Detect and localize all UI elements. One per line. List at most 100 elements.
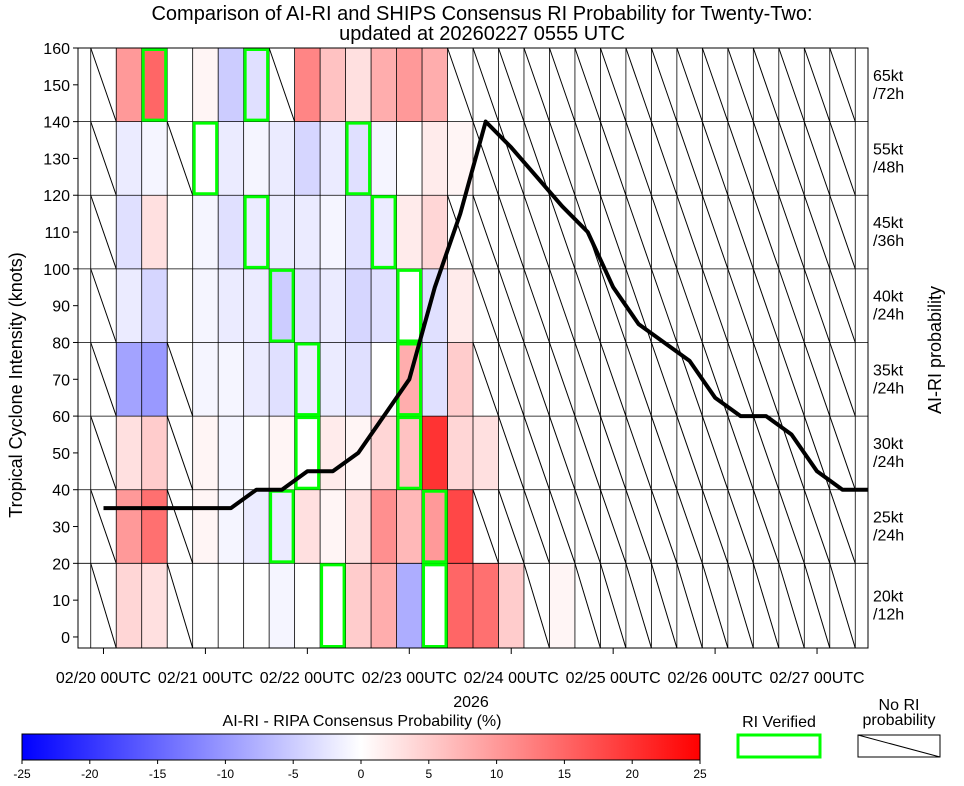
y-tick-label: 160 [43, 41, 70, 58]
y-tick-label: 80 [52, 335, 70, 352]
no-ri-hatch [523, 563, 550, 649]
no-ri-hatch [778, 121, 805, 196]
y-tick-label: 140 [43, 115, 70, 132]
no-ri-hatch [701, 47, 729, 122]
colorbar-tick-label: -20 [81, 767, 99, 781]
no-ri-hatch [650, 342, 678, 417]
no-ri-hatch [90, 121, 117, 196]
no-ri-hatch [778, 342, 805, 417]
no-ri-hatch [166, 121, 194, 196]
no-ri-hatch [90, 47, 117, 122]
prob-cell [116, 342, 142, 417]
no-ri-hatch [498, 489, 525, 564]
no-ri-hatch [498, 342, 525, 417]
prob-cell [447, 342, 473, 417]
prob-cell [320, 342, 346, 417]
legend-verified-label: RI Verified [742, 714, 816, 731]
y-tick-label: 0 [61, 630, 70, 647]
band-label-threshold: 20kt [873, 589, 904, 606]
no-ri-hatch [803, 268, 831, 343]
ri-verified-box [345, 121, 372, 196]
y-tick-label: 90 [52, 299, 70, 316]
no-ri-hatch [548, 342, 576, 417]
y-axis-label: Tropical Cyclone Intensity (knots) [6, 252, 26, 517]
prob-cell [498, 563, 524, 648]
band-label-window: /24h [873, 528, 904, 545]
no-ri-hatch [472, 489, 499, 564]
no-ri-hatch [523, 268, 550, 343]
no-ri-hatch [752, 342, 780, 417]
colorbar-tick-label: 0 [358, 767, 365, 781]
prob-cell [294, 342, 321, 417]
colorbar-tick-label: 5 [425, 767, 432, 781]
no-ri-hatch [523, 415, 550, 490]
no-ri-hatch [599, 415, 627, 490]
prob-cell [320, 416, 346, 490]
no-ri-hatch [548, 121, 576, 196]
no-ri-hatch [523, 47, 550, 122]
no-ri-hatch [599, 121, 627, 196]
no-ri-hatch [803, 489, 831, 564]
prob-cell [141, 268, 168, 343]
prob-cell [422, 268, 448, 343]
legend: RI Verified No RI probability [736, 697, 941, 759]
band-label-threshold: 30kt [873, 436, 904, 453]
ri-verified-box [396, 416, 423, 490]
prob-cell [218, 268, 244, 343]
prob-cell [549, 563, 575, 648]
no-ri-hatch [650, 121, 678, 196]
no-ri-hatch [752, 47, 780, 122]
no-ri-hatch [447, 195, 474, 270]
prob-cell [422, 563, 448, 648]
no-ri-hatch [166, 342, 194, 417]
no-ri-hatch [676, 489, 703, 564]
colorbar-tick-label: -10 [217, 767, 235, 781]
no-ri-hatch [727, 121, 754, 196]
legend-no-ri-hatch [857, 734, 941, 758]
colorbar-tick-label: -15 [149, 767, 167, 781]
no-ri-hatch [90, 342, 117, 417]
prob-cell [141, 48, 168, 122]
colorbar-tick-label: 25 [693, 767, 707, 781]
legend-no-ri-label-line1: No RI [879, 697, 920, 714]
no-ri-hatch [599, 195, 627, 270]
no-ri-hatch [829, 121, 856, 196]
prob-cell [218, 121, 244, 196]
prob-cell [192, 195, 219, 269]
prob-cell [294, 48, 321, 122]
prob-cell [396, 48, 423, 122]
prob-cell [218, 342, 244, 417]
colorbar: -25 -20 -15 -10 -5 0 5 10 15 20 25 [13, 733, 707, 781]
y-tick-label: 110 [44, 225, 70, 242]
no-ri-hatch [650, 415, 678, 490]
prob-cell [269, 121, 295, 196]
prob-cell [294, 563, 321, 648]
no-ri-hatch [676, 195, 703, 270]
no-ri-hatch [625, 563, 652, 649]
prob-cell [167, 268, 193, 343]
x-tick-label: 02/21 00UTC [158, 670, 253, 687]
y-tick-label: 60 [52, 409, 70, 426]
prob-cell [192, 48, 219, 122]
prob-cell [345, 195, 372, 269]
prob-cell [320, 121, 346, 196]
no-ri-hatch [701, 268, 729, 343]
x-tick-label: 02/24 00UTC [464, 670, 559, 687]
prob-cell [447, 563, 473, 648]
prob-cell [422, 416, 448, 490]
prob-cell [218, 416, 244, 490]
prob-cell [473, 416, 499, 490]
prob-cell [243, 48, 270, 122]
no-ri-hatch [778, 195, 805, 270]
prob-cell [345, 48, 372, 122]
no-ri-hatch [752, 489, 780, 564]
no-ri-hatch [625, 47, 652, 122]
no-ri-hatch [752, 195, 780, 270]
prob-cell [447, 416, 473, 490]
ri-verified-box [269, 268, 295, 343]
no-ri-hatch [829, 195, 856, 270]
prob-cell [243, 195, 270, 269]
prob-cell [218, 48, 244, 122]
colorbar-tick-label: 20 [626, 767, 640, 781]
no-ri-hatch [574, 268, 601, 343]
